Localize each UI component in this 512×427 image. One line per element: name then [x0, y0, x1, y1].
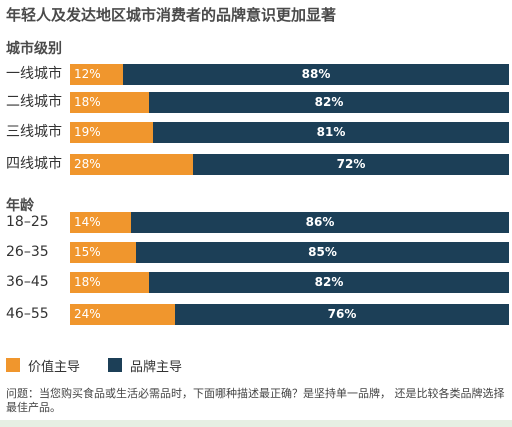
category-label: 一线城市	[6, 66, 62, 82]
legend-swatch-brand-led	[108, 358, 122, 372]
category-label: 四线城市	[6, 156, 62, 172]
category-label: 二线城市	[6, 94, 62, 110]
category-label: 18–25	[6, 214, 49, 230]
section-heading: 城市级别	[6, 41, 62, 57]
stacked-bar: 24% 76%	[70, 304, 509, 325]
bar-segment-value-led: 18%	[70, 272, 149, 293]
bar-segment-brand-led: 82%	[149, 92, 509, 113]
bar-segment-brand-led: 72%	[193, 154, 509, 175]
stacked-bar: 18% 82%	[70, 92, 509, 113]
stacked-bar: 19% 81%	[70, 122, 509, 143]
legend-label-brand-led: 品牌主导	[130, 360, 183, 375]
chart-title: 年轻人及发达地区城市消费者的品牌意识更加显著	[6, 6, 337, 24]
footer-band	[0, 420, 512, 427]
bar-segment-brand-led: 85%	[136, 242, 509, 263]
legend-swatch-value-led	[6, 358, 20, 372]
bar-segment-brand-led: 88%	[123, 64, 509, 85]
stacked-bar: 18% 82%	[70, 272, 509, 293]
bar-segment-value-led: 18%	[70, 92, 149, 113]
category-label: 46–55	[6, 306, 49, 322]
stacked-bar: 14% 86%	[70, 212, 509, 233]
legend-label-value-led: 价值主导	[28, 360, 81, 375]
category-label: 36–45	[6, 274, 49, 290]
category-label: 三线城市	[6, 124, 62, 140]
bar-segment-value-led: 12%	[70, 64, 123, 85]
bar-segment-brand-led: 81%	[153, 122, 509, 143]
stacked-bar: 28% 72%	[70, 154, 509, 175]
bar-segment-value-led: 14%	[70, 212, 131, 233]
bar-segment-value-led: 28%	[70, 154, 193, 175]
bar-segment-brand-led: 82%	[149, 272, 509, 293]
survey-question-note: 问题：当您购买食品或生活必需品时，下面哪种描述最正确？是坚持单一品牌， 还是比较…	[6, 387, 505, 414]
bar-segment-value-led: 15%	[70, 242, 136, 263]
bar-segment-brand-led: 86%	[131, 212, 509, 233]
stacked-bar: 12% 88%	[70, 64, 509, 85]
section-heading: 年龄	[6, 198, 34, 214]
bar-segment-value-led: 24%	[70, 304, 175, 325]
category-label: 26–35	[6, 244, 49, 260]
bar-segment-brand-led: 76%	[175, 304, 509, 325]
bar-segment-value-led: 19%	[70, 122, 153, 143]
stacked-bar: 15% 85%	[70, 242, 509, 263]
